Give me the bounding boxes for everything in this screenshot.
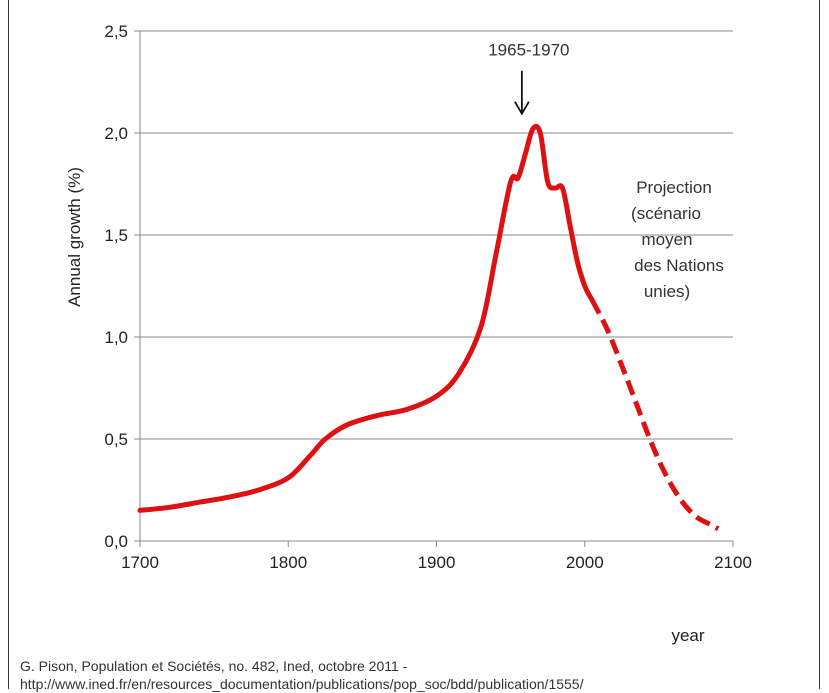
y-axis-label: Annual growth (%) bbox=[65, 167, 84, 307]
projection-note-line-4: des Nations bbox=[634, 256, 724, 275]
projection-note-line-1: Projection bbox=[636, 178, 712, 197]
y-tick-label: 2,0 bbox=[104, 124, 128, 143]
source-line-2: http://www.ined.fr/en/resources_document… bbox=[20, 676, 584, 692]
projection-note-line-5: unies) bbox=[644, 282, 690, 301]
projection-series-line bbox=[589, 299, 720, 532]
slide-frame bbox=[8, 0, 820, 689]
source-citation: G. Pison, Population et Sociétés, no. 48… bbox=[20, 657, 810, 693]
y-tick-label: 0,5 bbox=[104, 430, 128, 449]
x-axis-label: year bbox=[671, 626, 704, 645]
historical-series-line bbox=[137, 123, 595, 513]
peak-annotation-label: 1965-1970 bbox=[488, 41, 569, 60]
series-lines bbox=[137, 123, 720, 532]
projection-note-line-2: (scénario bbox=[631, 204, 701, 223]
y-tick-labels: 0,0 0,5 1,0 1,5 2,0 2,5 bbox=[104, 22, 128, 551]
x-tick-label: 2100 bbox=[714, 553, 752, 572]
x-tick-label: 1900 bbox=[418, 553, 456, 572]
source-line-1: G. Pison, Population et Sociétés, no. 48… bbox=[20, 658, 408, 674]
x-tick-label: 1800 bbox=[269, 553, 307, 572]
peak-arrow bbox=[514, 70, 530, 116]
y-tick-label: 2,5 bbox=[104, 22, 128, 41]
x-tick-labels: 1700 1800 1900 2000 2100 bbox=[121, 541, 752, 572]
y-tick-label: 1,5 bbox=[104, 226, 128, 245]
y-tick-label: 1,0 bbox=[104, 328, 128, 347]
x-tick-label: 1700 bbox=[121, 553, 159, 572]
projection-note: Projection (scénario moyen des Nations u… bbox=[631, 178, 724, 301]
x-tick-label: 2000 bbox=[566, 553, 604, 572]
y-tick-label: 0,0 bbox=[104, 532, 128, 551]
projection-note-line-3: moyen bbox=[641, 230, 692, 249]
